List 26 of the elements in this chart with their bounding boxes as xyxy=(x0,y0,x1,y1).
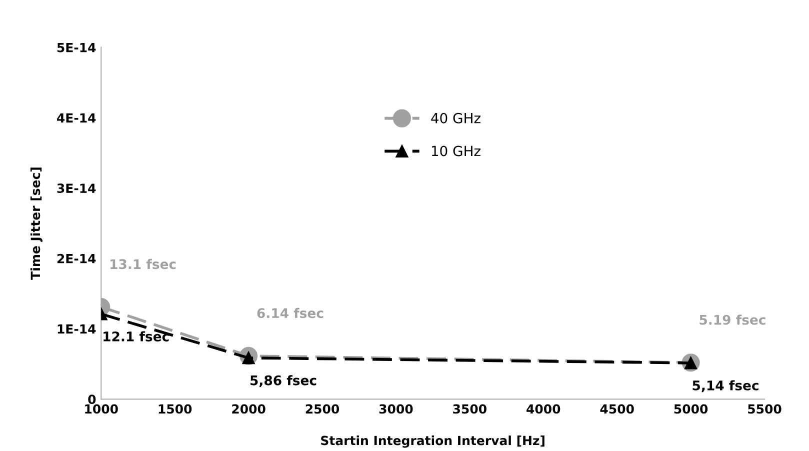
annotation: 12.1 fsec xyxy=(104,331,169,342)
x-tick-label: 3000 xyxy=(379,404,413,414)
legend-label: 40 GHz xyxy=(431,112,480,124)
annotation: 6.14 fsec xyxy=(257,308,324,318)
x-axis-title: Startin Integration Interval [Hz] xyxy=(321,436,544,448)
y-tick-label: 5E-14 xyxy=(57,42,96,52)
y-tick-label: 4E-14 xyxy=(57,113,96,122)
annotation: 5.19 fsec xyxy=(700,314,766,325)
y-tick-label: 2E-14 xyxy=(57,254,96,264)
y-axis-title: Time Jitter [sec] xyxy=(30,168,42,280)
legend-label: 10 GHz xyxy=(432,146,480,156)
x-tick-label: 2000 xyxy=(232,404,266,414)
y-tick-label: 1E-14 xyxy=(58,324,96,334)
x-tick-label: 3500 xyxy=(453,404,486,414)
annotation: 13.1 fsec xyxy=(110,258,176,270)
x-tick-label: 1000 xyxy=(85,404,118,414)
x-tick-label: 4000 xyxy=(526,404,560,414)
annotation: 5,86 fsec xyxy=(250,375,316,388)
x-tick-label: 1500 xyxy=(158,404,192,414)
x-tick-label: 5000 xyxy=(674,404,708,414)
y-tick-label: 3E-14 xyxy=(57,184,96,193)
x-tick-label: 5500 xyxy=(748,404,782,414)
annotation: 5,14 fsec xyxy=(692,380,758,392)
x-tick-label: 4500 xyxy=(600,404,634,414)
x-tick-label: 2500 xyxy=(306,404,340,414)
y-tick-label: 0 xyxy=(88,394,96,404)
